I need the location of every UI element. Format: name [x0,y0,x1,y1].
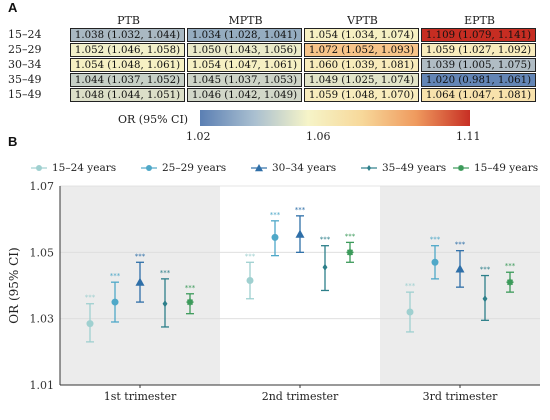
y-tick-label: 1.01 [30,379,55,392]
heatmap-column-header: PTB [117,14,140,27]
legend-label: 15–49 years [474,162,539,174]
significance-label: *** [345,232,356,240]
heatmap-cell: 1.039 (1.005, 1.075) [421,58,536,72]
panel-b-letter: B [8,134,18,149]
data-point [346,248,354,256]
heatmap-cell: 1.054 (1.034, 1.074) [304,28,419,42]
y-tick-label: 1.03 [30,313,55,326]
legend-key-icon [31,165,47,171]
significance-label: *** [405,282,416,290]
significance-label: *** [430,236,441,244]
significance-label: *** [480,266,491,274]
heatmap-cell: 1.059 (1.048, 1.070) [304,88,419,102]
heatmap-cell: 1.038 (1.032, 1.044) [70,28,185,42]
legend-key-marker [146,165,152,171]
x-tick-label: 3rd trimester [423,390,499,403]
y-tick-label: 1.07 [30,180,55,193]
data-point [295,229,305,238]
heatmap-column-header: MPTB [228,14,263,27]
data-point [271,233,279,241]
legend-label: 30–34 years [272,162,337,174]
data-point [111,298,119,306]
legend-label: 35–49 years [382,162,447,174]
data-point [455,264,465,273]
significance-label: *** [110,272,121,280]
legend-key-marker [458,165,464,171]
significance-label: *** [270,211,281,219]
data-point [186,298,194,306]
legend-key-marker [36,165,42,171]
heatmap-cell: 1.020 (0.981, 1.061) [421,73,536,87]
significance-label: *** [135,252,146,260]
heatmap-cell: 1.054 (1.047, 1.061) [187,58,302,72]
heatmap-cell: 1.050 (1.043, 1.056) [187,43,302,57]
legend-key-icon [141,165,157,171]
heatmap-row-label: 15–49 [8,88,42,101]
heatmap-row-label: 30–34 [8,58,42,71]
heatmap-cell: 1.109 (1.079, 1.141) [421,28,536,42]
data-point [86,320,94,328]
series-legend: 15–24 years 25–29 years 30–34 years 35–49 y… [20,160,540,176]
or-point-range-chart: 1.01 1.03 1.05 1.07 OR (95% CI) 1st trimester… [7,180,540,403]
heatmap-cell: 1.059 (1.027, 1.092) [421,43,536,57]
heatmap-cell: 1.034 (1.028, 1.041) [187,28,302,42]
heatmap-cell: 1.052 (1.046, 1.058) [70,43,185,57]
heatmap-column-header: VPTB [347,14,378,27]
panel-a-letter: A [8,0,18,15]
legend-label: 15–24 years [52,162,117,174]
heatmap-cell: 1.048 (1.044, 1.051) [70,88,185,102]
heatmap-cell: 1.049 (1.025, 1.074) [304,73,419,87]
heatmap-cell: 1.046 (1.042, 1.049) [187,88,302,102]
significance-label: *** [185,284,196,292]
legend-item: 25–29 years [140,160,226,176]
legend-key-icon [361,165,377,171]
legend-item: 35–49 years [360,160,446,176]
significance-label: *** [320,236,331,244]
data-point [431,258,439,266]
legend-item: 15–24 years [30,160,116,176]
y-tick-label: 1.05 [30,246,55,259]
heatmap-cell: 1.072 (1.052, 1.093) [304,43,419,57]
heatmap-row-label: 35–49 [8,73,42,86]
heatmap-cell: 1.045 (1.037, 1.053) [187,73,302,87]
heatmap-cell: 1.054 (1.048, 1.061) [70,58,185,72]
x-tick-label: 2nd trimester [262,390,339,403]
legend-key-icon [251,164,267,172]
legend-item: 15–49 years [452,160,538,176]
significance-label: *** [295,206,306,214]
color-legend-tick: 1.06 [306,130,331,143]
data-point [246,277,254,285]
legend-label: 25–29 years [162,162,227,174]
heatmap-cell: 1.044 (1.037, 1.052) [70,73,185,87]
heatmap-cell: 1.064 (1.047, 1.081) [421,88,536,102]
heatmap-column-header: EPTB [464,14,495,27]
legend-key-marker [366,165,372,171]
data-point [506,278,514,286]
data-point [162,300,168,308]
significance-label: *** [455,241,466,249]
or-heatmap-table: PTB MPTB VPTB EPTB 15–24 1.038 (1.032, 1.044)… [8,14,548,104]
legend-key-marker [255,164,263,172]
heatmap-row-label: 15–24 [8,28,42,41]
data-point [406,308,414,316]
x-tick-label: 1st trimester [104,390,177,403]
data-point [135,277,145,286]
significance-label: *** [85,294,96,302]
color-legend-title: OR (95% CI) [118,113,189,126]
color-legend-bar [200,110,470,126]
heatmap-row-label: 25–29 [8,43,42,56]
data-point [322,263,328,271]
legend-key-icon [453,165,469,171]
significance-label: *** [160,269,171,277]
significance-label: *** [505,262,516,270]
significance-label: *** [245,252,256,260]
color-legend-tick: 1.02 [186,130,211,143]
legend-item: 30–34 years [250,160,336,176]
data-point [482,295,488,303]
y-axis-label: OR (95% CI) [7,247,21,323]
heatmap-cell: 1.060 (1.039, 1.081) [304,58,419,72]
color-legend-tick: 1.11 [456,130,481,143]
